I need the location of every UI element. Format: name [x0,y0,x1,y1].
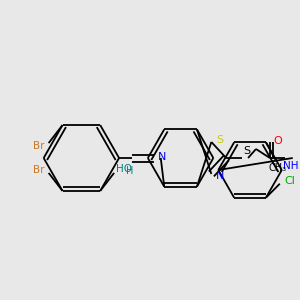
Text: N: N [216,171,224,181]
Text: HO: HO [116,164,132,174]
Text: S: S [217,135,224,145]
Text: Cl: Cl [284,176,295,186]
Text: O: O [274,136,282,146]
Text: NH: NH [283,161,298,171]
Text: H: H [126,166,134,176]
Text: N: N [158,152,166,162]
Text: CH₃: CH₃ [269,163,287,173]
Text: Br: Br [33,165,44,175]
Text: Br: Br [33,141,44,151]
Text: S: S [244,146,250,156]
